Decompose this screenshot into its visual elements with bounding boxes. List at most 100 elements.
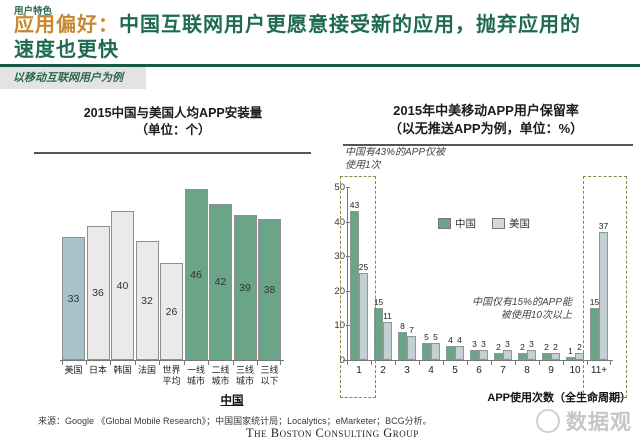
left-chart-panel: 2015中国与美国人均APP安装量 （单位：个） 33 36 40 32 26 46 42 3…: [30, 100, 316, 412]
highlight-box-1: [340, 176, 376, 398]
left-x-label: 美国: [64, 365, 83, 375]
right-bar-中国-3: 8: [398, 321, 407, 360]
right-bar-value: 2: [496, 342, 501, 352]
right-bar-value: 25: [358, 262, 369, 272]
title-text-line2: 速度也更快: [14, 39, 119, 61]
right-x-label: 7: [500, 365, 506, 376]
left-axis-tick: [110, 361, 111, 365]
right-x-label: 6: [476, 365, 482, 376]
left-axis-ticks: [62, 361, 282, 365]
right-bar-美国-1: 25: [359, 262, 368, 360]
right-x-label: 4: [428, 365, 434, 376]
right-title-rule: [343, 144, 633, 146]
right-bar-美国-7: 3: [503, 339, 512, 360]
right-axis-tick: [587, 361, 588, 365]
right-y-tick: [346, 290, 350, 292]
right-bar-美国-5: 4: [455, 335, 464, 360]
annotation-43pct-line2: 使用1次: [345, 160, 381, 171]
right-bar-美国-11+: 37: [599, 221, 608, 360]
right-x-axis-label: APP使用次数（全生命周期）: [487, 392, 631, 404]
page-title: 应用偏好：中国互联网用户更愿意接受新的应用，抛弃应用的 速度也更快: [14, 13, 629, 63]
left-bar-value: 26: [165, 305, 178, 318]
left-axis-tick: [85, 361, 87, 365]
legend: 中国 美国: [438, 216, 530, 231]
right-bar-value: 15: [589, 297, 600, 307]
left-axis-tick: [159, 361, 160, 365]
left-axis-tick: [208, 361, 209, 365]
bcg-logo: The Boston Consulting Group: [246, 426, 419, 440]
left-x-label: 二线 城市: [211, 365, 230, 386]
right-bar-中国-4: 5: [422, 332, 431, 360]
annotation-15pct-line2: 被使用10次以上: [500, 310, 572, 321]
right-bar-中国-7: 2: [494, 342, 503, 360]
right-y-tick-label: 10: [334, 320, 345, 332]
right-y-tick-label: 0: [340, 355, 345, 366]
right-bar-value: 7: [409, 325, 414, 335]
annotation-43pct: 中国有43%的APP仅被 使用1次: [345, 146, 445, 172]
watermark: 数据观: [536, 406, 632, 436]
left-axis-tick: [257, 361, 258, 365]
right-x-label: 3: [404, 365, 410, 376]
right-y-tick-label: 20: [334, 285, 345, 297]
right-bar-value: 11: [383, 311, 392, 321]
highlight-box-11plus: [583, 176, 627, 398]
right-bar-value: 2: [544, 342, 549, 352]
right-axis-tick: [539, 361, 540, 365]
right-axis-tick: [515, 361, 516, 365]
left-bar-一线城市: 46: [184, 189, 208, 360]
right-bar-group-2: 15 11: [371, 297, 395, 360]
left-chart-title: 2015中国与美国人均APP安装量 （单位：个）: [30, 105, 316, 139]
right-bar-中国-6: 3: [470, 339, 479, 360]
right-bar-value: 37: [598, 221, 609, 231]
right-axis-tick: [491, 361, 492, 365]
left-bar-value: 36: [92, 287, 104, 299]
left-bar-value: 32: [141, 294, 153, 307]
legend-china-label: 中国: [455, 218, 476, 230]
eyebrow-label: 用户特色: [14, 6, 53, 17]
watermark-text: 数据观: [566, 411, 632, 434]
left-x-label: 法国: [137, 365, 156, 375]
right-bar-美国-2: 11: [383, 311, 392, 360]
right-chart-title-line2: （以无推送APP为例，单位：%）: [388, 121, 584, 136]
source-note: 来源：Google 《Global Mobile Research》；中国国家统…: [38, 416, 432, 426]
right-bar-中国-9: 2: [542, 342, 551, 360]
right-bar-中国-2: 15: [374, 297, 383, 360]
right-chart-title: 2015年中美移动APP用户保留率 （以无推送APP为例，单位：%）: [335, 102, 637, 138]
right-chart-title-line1: 2015年中美移动APP用户保留率: [393, 103, 579, 118]
title-text-line1: 中国互联网用户更愿意接受新的应用，抛弃应用的: [119, 14, 581, 36]
left-bars-area: 33 36 40 32 26 46 42 39 38: [62, 188, 281, 360]
right-bar-value: 3: [481, 339, 486, 349]
right-bars-area: 43 25 15 11 8 7 5 5 4 4 3 3 2 3 2 3 2 2 1 2 15 37: [347, 187, 611, 360]
china-swatch-icon: [438, 218, 451, 229]
right-bar-value: 2: [553, 342, 558, 352]
left-bar-value: 39: [239, 281, 251, 294]
annotation-15pct: 中国仅有15%的APP能 被使用10次以上: [430, 296, 572, 322]
right-y-tick-label: 50: [334, 182, 345, 193]
right-bar-中国-10: 1: [566, 346, 575, 360]
context-band: 以移动互联网用户为例: [0, 67, 146, 89]
left-x-label: 三线 城市: [235, 365, 254, 386]
left-x-label: 三线 以下: [260, 365, 279, 386]
right-x-axis: [343, 360, 613, 361]
left-axis-tick: [134, 361, 136, 365]
left-axis-tick: [183, 361, 185, 365]
right-bar-value: 1: [568, 346, 573, 356]
left-x-label: 世界 平均: [162, 365, 181, 386]
left-bar-法国: 32: [135, 241, 159, 360]
legend-item-us: 美国: [492, 216, 530, 231]
right-x-label: 2: [380, 365, 386, 376]
right-x-label: 8: [524, 365, 530, 376]
right-bar-value: 4: [457, 335, 462, 345]
left-bar-美国: 33: [62, 237, 85, 360]
left-bar-韩国: 40: [111, 211, 134, 360]
legend-item-china: 中国: [438, 216, 476, 231]
right-y-tick: [346, 221, 350, 223]
right-axis-tick: [419, 361, 420, 365]
right-bar-美国-3: 7: [407, 325, 416, 360]
